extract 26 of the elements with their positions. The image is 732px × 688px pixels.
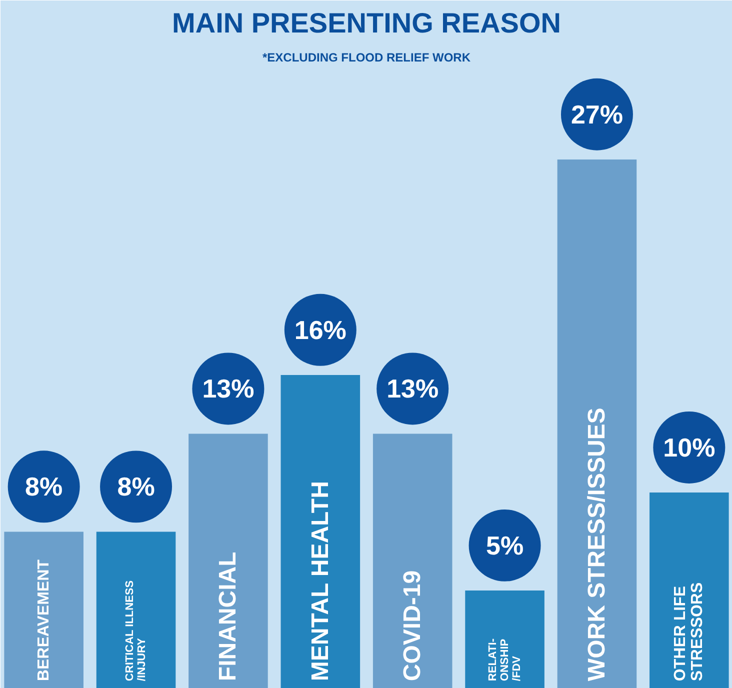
data-label: 10%	[663, 432, 716, 462]
x-tick-label: OTHER LIFE STRESSORS	[672, 582, 706, 682]
data-label: 5%	[486, 530, 524, 560]
data-label: 27%	[570, 99, 624, 130]
bar	[465, 590, 544, 688]
x-tick-label: MENTAL HEALTH	[306, 481, 334, 682]
bar	[280, 374, 360, 688]
x-tick-label: RELATI- ONSHIP /FDV	[486, 638, 523, 682]
chart-subtitle: *EXCLUDING FLOOD RELIEF WORK	[262, 50, 471, 64]
data-label: 13%	[386, 374, 439, 404]
x-tick-label: COVID-19	[399, 570, 426, 682]
chart-title: MAIN PRESENTING REASON	[172, 8, 561, 38]
x-tick-label: CRITICAL ILLNESS /INJURY	[124, 580, 148, 682]
bar	[4, 532, 84, 688]
data-label: 8%	[25, 472, 63, 502]
bar	[188, 434, 268, 688]
bar	[96, 532, 176, 688]
data-label: 8%	[117, 472, 155, 502]
x-tick-label: BEREAVEMENT	[35, 559, 52, 682]
data-label: 13%	[202, 374, 254, 404]
x-tick-label: FINANCIAL	[214, 552, 242, 682]
x-tick-label: WORK STRESS/ISSUES	[583, 408, 610, 682]
data-label: 16%	[294, 314, 346, 345]
bar	[372, 434, 452, 688]
bar	[650, 492, 729, 688]
bar	[557, 159, 637, 688]
